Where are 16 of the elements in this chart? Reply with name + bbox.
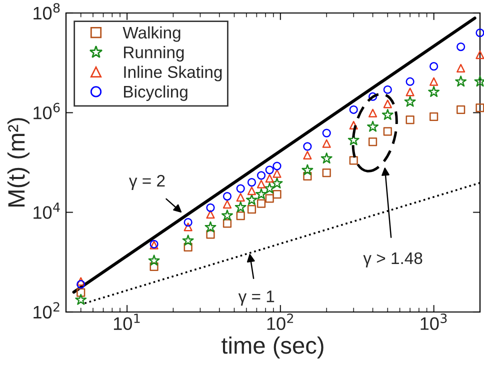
y-tick-label: 10$^{4}$ (34, 202, 60, 219)
x-tick-label: 10$^{1}$ (114, 314, 140, 330)
annotation: γ > 1.48 (363, 252, 422, 268)
y-tick-label: 10$^{6}$ (34, 102, 60, 120)
legend-label: Running (124, 46, 184, 62)
x-axis-title: time (sec) (222, 336, 324, 358)
legend-label: Inline Skating (124, 66, 222, 82)
y-tick-label: 10$^{2}$ (34, 302, 60, 319)
annotation: γ = 2 (128, 174, 165, 190)
legend-label: Walking (122, 26, 180, 42)
y-tick-label: 10$^{8}$ (34, 3, 60, 20)
legend-label: Bicycling (124, 85, 188, 101)
x-tick-label: 10$^{3}$ (420, 314, 447, 330)
x-tick-label: 10$^{2}$ (267, 314, 294, 330)
y-axis-title: M(t) (m²) (7, 118, 30, 206)
annotation: γ = 1 (238, 290, 274, 306)
